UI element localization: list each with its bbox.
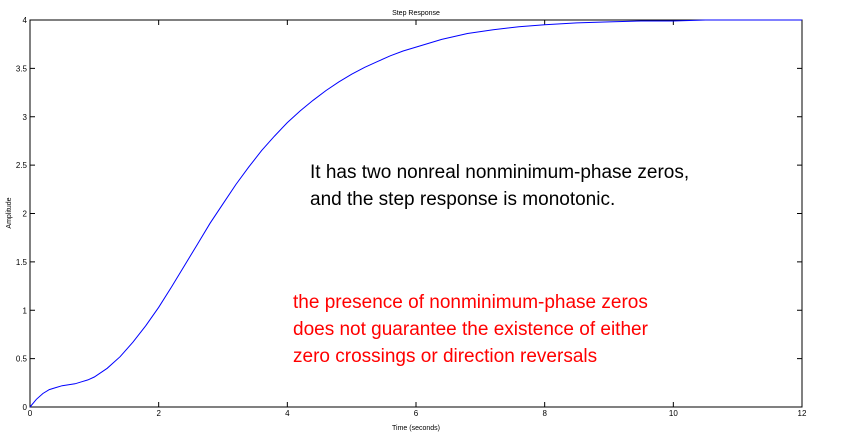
x-tick-label: 8: [542, 409, 547, 418]
y-tick-label: 0: [23, 403, 28, 412]
y-tick-label: 3.5: [16, 64, 28, 73]
plot-area: [29, 19, 803, 408]
x-axis-label: Time (seconds): [392, 425, 440, 432]
y-tick-label: 4: [23, 16, 28, 25]
x-tick-label: 10: [669, 409, 678, 418]
series-line-step-response: [29, 19, 802, 408]
ticks-layer: 0 2 4 6 8 10 12 0 0.5 1 1.5 2 2.5 3 3.5 4: [16, 16, 807, 418]
y-axis-label: Amplitude: [6, 197, 13, 228]
nonminimum-phase-annotation-line-1: the presence of nonminimum-phase zeros: [293, 292, 648, 313]
y-tick-label: 1: [23, 306, 28, 315]
monotonic-annotation: It has two nonreal nonminimum-phase zero…: [310, 159, 689, 213]
y-tick-label: 0.5: [16, 355, 28, 364]
y-tick-label: 1.5: [16, 258, 28, 267]
nonminimum-phase-annotation-line-3: zero crossings or direction reversals: [293, 346, 598, 367]
x-tick-label: 6: [414, 409, 419, 418]
x-tick-label: 2: [156, 409, 161, 418]
nonminimum-phase-annotation: the presence of nonminimum-phase zeros d…: [293, 289, 648, 370]
y-tick-label: 3: [23, 113, 28, 122]
y-tick-label: 2.5: [16, 161, 28, 170]
y-tick-label: 2: [23, 210, 28, 219]
nonminimum-phase-annotation-line-2: does not guarantee the existence of eith…: [293, 319, 648, 340]
monotonic-annotation-line-2: and the step response is monotonic.: [310, 189, 616, 210]
x-tick-label: 12: [798, 409, 807, 418]
chart-title: Step Response: [392, 10, 440, 17]
x-tick-label: 4: [285, 409, 290, 418]
monotonic-annotation-line-1: It has two nonreal nonminimum-phase zero…: [310, 162, 690, 183]
series-layer: [29, 19, 802, 408]
x-tick-label: 0: [28, 409, 33, 418]
